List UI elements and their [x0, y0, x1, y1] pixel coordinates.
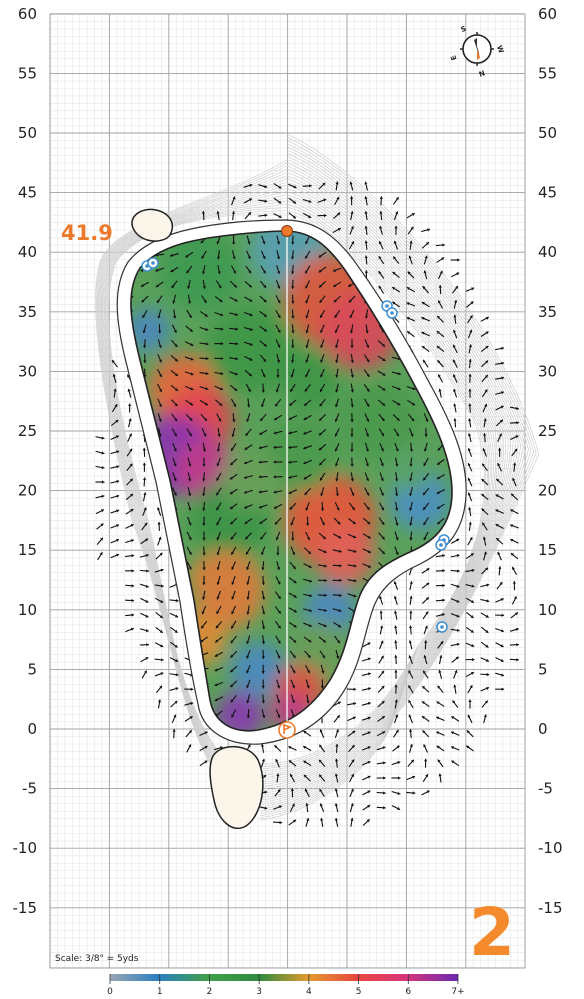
slope-arrow — [155, 548, 165, 553]
y-tick-label-left: 60 — [18, 5, 37, 23]
y-tick-label-right: 45 — [538, 184, 557, 202]
legend-label: 6 — [405, 987, 411, 997]
compass-label-n: N — [477, 68, 485, 78]
slope-arrow — [130, 679, 132, 689]
slope-arrow — [437, 694, 444, 703]
y-tick-label-right: 30 — [538, 362, 557, 380]
y-tick-label-left: 45 — [18, 184, 37, 202]
slope-arrow — [130, 517, 134, 526]
slope-arrow — [347, 711, 357, 717]
y-tick-label-right: 35 — [538, 303, 557, 321]
y-tick-label-right: 10 — [538, 601, 557, 619]
compass: S W N E — [449, 25, 505, 78]
distance-label: 41.9 — [61, 221, 113, 245]
slope-arrow — [362, 681, 372, 687]
slope-arrow — [140, 695, 149, 703]
pin-marker — [281, 225, 293, 237]
green-outline — [130, 230, 453, 732]
y-tick-label-left: 30 — [18, 362, 37, 380]
slope-arrow — [140, 710, 149, 717]
y-tick-label-right: 20 — [538, 482, 557, 500]
compass-label-s: S — [460, 25, 467, 34]
y-tick-label-left: 20 — [18, 482, 37, 500]
compass-label-e: E — [449, 54, 458, 61]
legend-gradient-bar — [110, 974, 458, 981]
y-tick-label-left: 15 — [18, 541, 37, 559]
flag-marker — [278, 721, 296, 739]
flag-icon — [283, 723, 293, 734]
y-tick-label-right: 55 — [538, 64, 557, 82]
legend-label: 3 — [256, 987, 262, 997]
pin-marker-icon — [281, 225, 293, 237]
y-tick-label-left: 5 — [27, 660, 37, 678]
slope-legend: 0 1 2 3 4 5 6 7+ — [107, 974, 465, 997]
y-tick-label-right: -5 — [538, 780, 553, 798]
hole-number: 2 — [469, 894, 515, 971]
y-tick-label-left: -15 — [13, 899, 38, 917]
legend-label: 7+ — [451, 987, 464, 997]
sprinkler-icon — [436, 621, 448, 633]
slope-arrow — [130, 295, 134, 303]
slope-arrow — [169, 697, 179, 700]
contour-lines — [95, 133, 540, 821]
y-tick-label-left: 50 — [18, 124, 37, 142]
y-tick-label-left: 55 — [18, 64, 37, 82]
y-tick-label-right: 25 — [538, 422, 557, 440]
y-tick-label-right: -10 — [538, 839, 563, 857]
sprinkler-icon — [435, 539, 447, 551]
slope-arrow — [169, 712, 179, 715]
y-tick-label-right: 0 — [538, 720, 548, 738]
y-tick-label-right: 40 — [538, 243, 557, 261]
legend-label: 0 — [107, 987, 113, 997]
bunker-bottom — [209, 746, 264, 829]
compass-label-w: W — [495, 44, 505, 54]
legend-label: 5 — [356, 987, 362, 997]
y-tick-label-left: 35 — [18, 303, 37, 321]
legend-label: 4 — [306, 987, 312, 997]
y-tick-label-right: 60 — [538, 5, 557, 23]
y-tick-label-left: 0 — [27, 720, 37, 738]
sprinkler-icon — [147, 257, 159, 269]
slope-arrow — [155, 681, 164, 687]
y-tick-label-left: 10 — [18, 601, 37, 619]
y-tick-label-left: 25 — [18, 422, 37, 440]
sprinkler-heads — [141, 257, 450, 633]
y-tick-label-left: -10 — [13, 839, 38, 857]
slope-arrow — [422, 709, 430, 718]
scale-note: Scale: 3/8" = 5yds — [55, 954, 139, 964]
bunker-top-left — [131, 208, 174, 242]
y-tick-label-right: 5 — [538, 660, 548, 678]
slope-arrow — [155, 533, 164, 539]
slope-arrow — [438, 709, 443, 719]
legend-label: 1 — [157, 987, 163, 997]
y-tick-label-right: -15 — [538, 899, 563, 917]
y-tick-label-left: -5 — [22, 780, 37, 798]
y-tick-label-left: 40 — [18, 243, 37, 261]
legend-label: 2 — [207, 987, 213, 997]
y-tick-label-right: 15 — [538, 541, 557, 559]
sprinkler-icon — [386, 307, 398, 319]
slope-arrow — [130, 533, 135, 539]
bunkers — [131, 208, 264, 829]
slope-arrow — [439, 235, 442, 245]
y-tick-label-right: 50 — [538, 124, 557, 142]
